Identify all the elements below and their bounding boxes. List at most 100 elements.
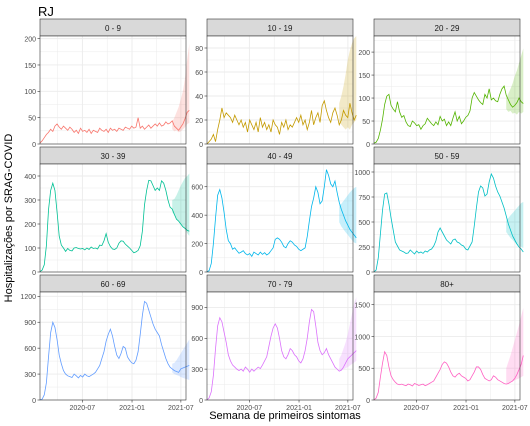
y-tick-label: 50 [28, 115, 36, 122]
y-tick-label: 750 [358, 195, 370, 202]
panel-8: 70 - 79 0 300 600 900 2020-07 2021-01 2021-07 [191, 274, 361, 412]
confidence-ribbon [506, 307, 524, 385]
series-line [39, 109, 190, 144]
y-tick-label: 0 [199, 142, 203, 149]
y-tick-label: 400 [191, 213, 203, 220]
series-line [206, 99, 357, 145]
y-tick-label: 0 [366, 270, 370, 277]
confidence-ribbon [172, 339, 190, 380]
x-tick-label: 2021-01 [119, 405, 145, 412]
y-tick-label: 1500 [354, 303, 370, 310]
y-tick-label: 100 [358, 96, 370, 103]
panel-border [39, 163, 187, 273]
confidence-ribbon [339, 36, 357, 130]
series-line [206, 169, 357, 273]
chart-title: RJ [38, 4, 54, 19]
x-tick-label: 2021-07 [168, 405, 194, 412]
y-tick-label: 80 [195, 46, 203, 53]
y-tick-label: 600 [24, 346, 36, 353]
y-tick-label: 100 [24, 89, 36, 96]
series-line [206, 308, 357, 401]
panel-border [373, 163, 521, 273]
y-tick-label: 200 [191, 241, 203, 248]
panels-group: 0 - 9 0 50 100 150 200 10 - 19 0 20 40 60 80 20 - 29… [20, 18, 528, 412]
x-tick-label: 2021-01 [453, 405, 479, 412]
panel-background [207, 292, 353, 400]
y-tick-label: 300 [24, 198, 36, 205]
panel-2: 10 - 19 0 20 40 60 80 [195, 18, 357, 149]
y-tick-label: 150 [24, 63, 36, 70]
y-tick-label: 400 [24, 174, 36, 181]
y-tick-label: 250 [358, 245, 370, 252]
panel-background [40, 164, 186, 272]
x-tick-label: 2021-01 [286, 405, 312, 412]
y-tick-label: 0 [366, 142, 370, 149]
y-tick-label: 600 [191, 185, 203, 192]
panel-border [39, 291, 187, 401]
panel-9: 80+ 0 500 1000 1500 2020-07 2021-01 2021-07 [354, 274, 528, 412]
x-tick-label: 2021-07 [335, 405, 361, 412]
panel-background [207, 164, 353, 272]
panel-strip-label: 40 - 49 [268, 152, 293, 161]
series-line [373, 350, 524, 401]
panel-strip-label: 30 - 39 [101, 152, 126, 161]
y-tick-label: 0 [32, 398, 36, 405]
series-line [39, 300, 190, 401]
panel-5: 40 - 49 0 200 400 600 [191, 146, 357, 277]
series-line [373, 85, 524, 144]
panel-border [39, 35, 187, 145]
y-tick-label: 0 [199, 270, 203, 277]
y-tick-label: 500 [358, 220, 370, 227]
y-tick-label: 0 [366, 398, 370, 405]
y-tick-label: 40 [195, 94, 203, 101]
panel-background [207, 36, 353, 144]
panel-strip-label: 20 - 29 [435, 24, 460, 33]
confidence-ribbon [506, 202, 524, 248]
y-tick-label: 20 [195, 118, 203, 125]
panel-strip-label: 80+ [440, 280, 454, 289]
panel-border [373, 291, 521, 401]
panel-border [373, 35, 521, 145]
panel-strip-label: 50 - 59 [435, 152, 460, 161]
y-tick-label: 60 [195, 70, 203, 77]
panel-strip-label: 60 - 69 [101, 280, 126, 289]
panel-1: 0 - 9 0 50 100 150 200 [24, 18, 190, 149]
y-tick-label: 0 [199, 398, 203, 405]
panel-strip-label: 10 - 19 [268, 24, 293, 33]
panel-strip-label: 70 - 79 [268, 280, 293, 289]
confidence-ribbon [339, 186, 357, 244]
y-tick-label: 900 [191, 305, 203, 312]
y-tick-label: 50 [362, 119, 370, 126]
panel-border [206, 163, 354, 273]
panel-strip-label: 0 - 9 [105, 24, 122, 33]
confidence-ribbon [172, 43, 190, 133]
y-tick-label: 0 [32, 270, 36, 277]
confidence-ribbon [172, 173, 190, 236]
confidence-ribbon [339, 297, 357, 372]
y-tick-label: 100 [24, 246, 36, 253]
panel-border [206, 35, 354, 145]
y-tick-label: 200 [24, 36, 36, 43]
y-tick-label: 1000 [354, 170, 370, 177]
x-axis-label: Semana de primeiros sintomas [209, 410, 361, 422]
panel-background [374, 292, 520, 400]
y-tick-label: 300 [24, 372, 36, 379]
y-tick-label: 300 [191, 367, 203, 374]
x-tick-label: 2020-07 [404, 405, 430, 412]
y-tick-label: 0 [32, 142, 36, 149]
y-tick-label: 200 [358, 50, 370, 57]
y-tick-label: 1200 [20, 294, 36, 301]
series-line [373, 172, 524, 273]
panel-border [206, 291, 354, 401]
y-tick-label: 150 [358, 73, 370, 80]
y-tick-label: 200 [24, 222, 36, 229]
x-tick-label: 2020-07 [70, 405, 96, 412]
series-line [39, 179, 190, 272]
panel-4: 30 - 39 0 100 200 300 400 [24, 146, 190, 277]
panel-background [40, 292, 186, 400]
x-tick-label: 2020-07 [237, 405, 263, 412]
panel-background [374, 36, 520, 144]
panel-7: 60 - 69 0 300 600 900 1200 2020-07 2021-01 2021-… [20, 274, 194, 412]
y-tick-label: 900 [24, 320, 36, 327]
